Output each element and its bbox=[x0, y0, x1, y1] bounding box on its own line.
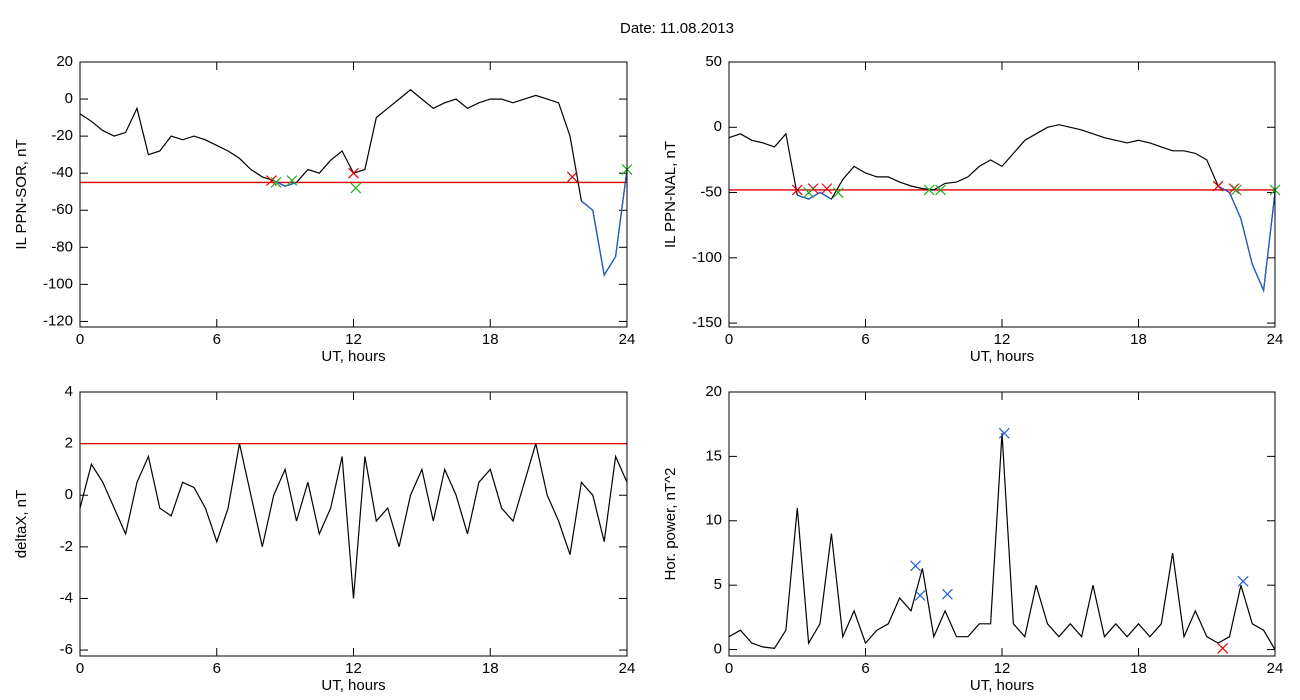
y-tick-label: 20 bbox=[56, 53, 73, 70]
x-axis-title: UT, hours bbox=[321, 677, 385, 694]
y-tick-label: -20 bbox=[51, 127, 73, 144]
cross-marker bbox=[566, 171, 578, 183]
x-tick-label: 24 bbox=[1267, 331, 1284, 348]
x-axis-title: UT, hours bbox=[970, 348, 1034, 365]
x-tick-label: 18 bbox=[1130, 331, 1147, 348]
y-tick-label: 15 bbox=[705, 447, 722, 464]
y-axis-title: deltaX, nT bbox=[13, 490, 30, 558]
cross-marker bbox=[910, 560, 921, 572]
y-tick-label: 0 bbox=[65, 486, 73, 503]
x-axis-title: UT, hours bbox=[970, 677, 1034, 694]
cross-marker bbox=[348, 167, 359, 179]
cross-marker bbox=[350, 182, 362, 194]
plot-frame bbox=[79, 391, 628, 657]
data-line bbox=[728, 433, 1276, 650]
cross-marker bbox=[923, 184, 935, 196]
y-tick-label: 10 bbox=[705, 512, 722, 529]
cross-marker bbox=[1217, 642, 1229, 654]
x-tick-label: 12 bbox=[345, 331, 362, 348]
y-tick-label: 0 bbox=[714, 641, 722, 658]
panel: 20 15 10 5 00 6 12 18 24 UT, hours Hor. power, nT^… bbox=[662, 383, 1283, 694]
cross-marker bbox=[270, 177, 282, 188]
plot-frame bbox=[79, 61, 628, 328]
y-tick-label: 5 bbox=[714, 576, 722, 593]
cross-marker bbox=[832, 187, 844, 198]
y-tick-label: 20 bbox=[705, 383, 722, 400]
cross-marker bbox=[935, 184, 946, 196]
x-tick-label: 0 bbox=[76, 660, 84, 677]
cross-marker bbox=[914, 590, 926, 601]
y-tick-label: 0 bbox=[65, 90, 73, 107]
y-tick-label: -120 bbox=[43, 312, 73, 329]
x-tick-label: 6 bbox=[861, 660, 869, 677]
y-tick-label: -150 bbox=[692, 314, 722, 331]
x-tick-label: 6 bbox=[213, 331, 221, 348]
y-tick-label: -100 bbox=[692, 249, 722, 266]
x-tick-label: 0 bbox=[725, 331, 733, 348]
y-tick-label: 0 bbox=[714, 118, 722, 135]
x-tick-label: 0 bbox=[76, 331, 84, 348]
cross-marker bbox=[1230, 184, 1242, 196]
y-tick-label: -80 bbox=[51, 238, 73, 255]
y-tick-label: 50 bbox=[705, 53, 722, 70]
plot-frame bbox=[728, 391, 1276, 657]
x-tick-label: 18 bbox=[482, 331, 499, 348]
cross-marker bbox=[998, 427, 1010, 439]
y-tick-label: -40 bbox=[51, 164, 73, 181]
y-tick-label: -60 bbox=[51, 201, 73, 218]
data-line bbox=[273, 169, 628, 277]
cross-marker bbox=[791, 184, 803, 196]
cross-marker bbox=[1237, 575, 1249, 587]
x-tick-label: 12 bbox=[994, 331, 1011, 348]
data-line bbox=[797, 185, 1276, 293]
x-axis-title: UT, hours bbox=[321, 348, 385, 365]
x-tick-label: 6 bbox=[213, 660, 221, 677]
x-tick-label: 24 bbox=[619, 660, 636, 677]
cross-marker bbox=[803, 187, 815, 198]
x-tick-label: 6 bbox=[861, 331, 869, 348]
data-line bbox=[79, 443, 628, 599]
y-tick-label: -100 bbox=[43, 275, 73, 292]
cross-marker bbox=[821, 183, 833, 195]
plot-frame bbox=[728, 61, 1276, 328]
cross-marker bbox=[941, 588, 953, 600]
y-tick-label: -4 bbox=[60, 589, 73, 606]
x-tick-label: 0 bbox=[725, 660, 733, 677]
x-tick-label: 12 bbox=[345, 660, 362, 677]
y-tick-label: 4 bbox=[65, 383, 73, 400]
x-tick-label: 18 bbox=[482, 660, 499, 677]
y-tick-label: -2 bbox=[60, 538, 73, 555]
x-tick-label: 18 bbox=[1130, 660, 1147, 677]
x-tick-label: 24 bbox=[619, 331, 636, 348]
cross-marker bbox=[1228, 183, 1240, 195]
y-axis-title: IL PPN-SOR, nT bbox=[13, 139, 30, 249]
y-axis-title: IL PPN-NAL, nT bbox=[662, 141, 679, 248]
cross-marker bbox=[1212, 180, 1224, 192]
cross-marker bbox=[286, 175, 298, 187]
y-tick-label: 2 bbox=[65, 435, 73, 452]
x-tick-label: 24 bbox=[1267, 660, 1284, 677]
y-tick-label: -50 bbox=[700, 184, 722, 201]
x-tick-label: 12 bbox=[994, 660, 1011, 677]
y-tick-label: -6 bbox=[60, 641, 73, 658]
y-axis-title: Hor. power, nT^2 bbox=[662, 468, 679, 581]
figure-title: Date: 11.08.2013 bbox=[620, 20, 734, 37]
